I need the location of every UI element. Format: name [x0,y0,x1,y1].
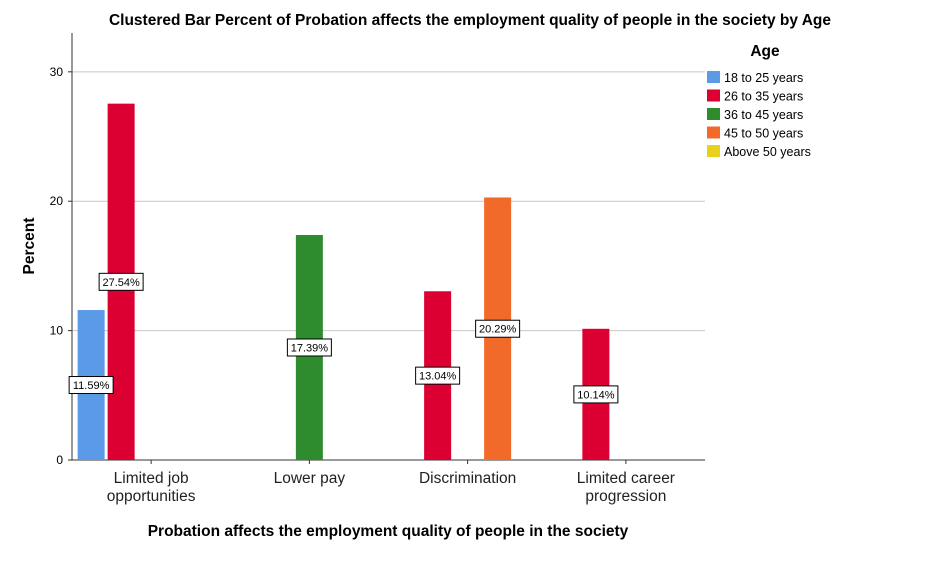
legend-entry: 45 to 50 years [724,127,803,141]
y-tick-label: 20 [50,194,64,208]
legend-swatch [707,108,720,120]
chart-title: Clustered Bar Percent of Probation affec… [109,12,831,29]
data-label: 13.04% [419,371,457,383]
data-label: 11.59% [73,380,110,392]
legend-swatch [707,145,720,157]
x-category-label: Discrimination [419,470,516,487]
legend-swatch [707,126,720,139]
x-category-label: Lower pay [274,470,346,487]
x-category-label: Limited career [577,470,675,487]
y-tick-labels: 0 10 20 30 [50,65,64,467]
legend-swatch [707,89,720,102]
legend-entry: Above 50 years [724,145,811,159]
x-axis-title: Probation affects the employment quality… [148,523,629,540]
y-tick-label: 10 [50,324,64,338]
x-category-label: progression [585,488,666,505]
data-label-box [475,319,521,338]
legend-entry: 36 to 45 years [724,108,803,122]
legend-swatch [707,71,720,83]
y-axis-title: Percent [21,218,38,275]
gridlines [72,71,705,332]
legend-title: Age [750,43,780,60]
data-label-box [415,366,461,385]
data-label-box [286,338,332,357]
bars [77,103,610,460]
y-tick-label: 0 [56,453,63,467]
legend-entry: 18 to 25 years [724,71,803,85]
x-category-label: Limited job [114,470,189,487]
data-labels: 11.59% 27.54% 17.39% 13.04% 20.29% 10.14% [68,272,619,404]
data-label: 17.39% [291,342,329,354]
data-label: 10.14% [577,389,615,401]
legend: Age 18 to 25 years 26 to 35 years 36 to 45… [707,43,811,159]
x-category-label: opportunities [107,488,196,505]
data-label: 27.54% [102,277,140,289]
data-label-box [68,376,114,395]
data-label: 20.29% [479,324,517,336]
legend-entry: 26 to 35 years [724,90,803,104]
data-label-box [573,385,619,404]
data-label-box [98,272,144,291]
y-tick-label: 30 [50,65,64,79]
